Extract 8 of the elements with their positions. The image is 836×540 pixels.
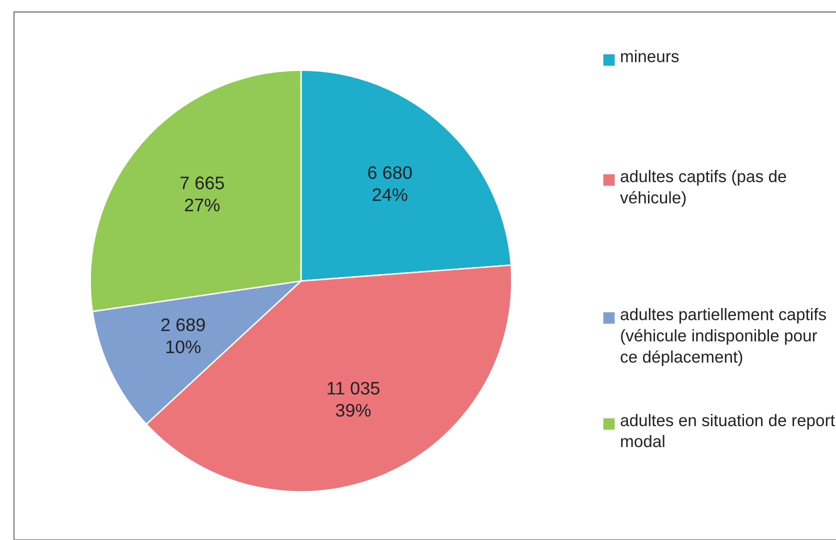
data-label: 6 680 24% <box>368 166 412 201</box>
legend-label: mineurs <box>621 50 679 62</box>
legend-label: adultes partiellement captifs (véhicule indisponible pour ce déplacement) <box>620 308 826 366</box>
data-label: 7 665 27% <box>180 176 224 212</box>
data-label: 11 035 39% <box>328 382 380 417</box>
data-label: 2 689 10% <box>161 318 205 354</box>
legend-label: adultes en situation de report modal <box>620 414 835 448</box>
legend-label: adultes captifs (pas de véhicule) <box>620 170 786 207</box>
